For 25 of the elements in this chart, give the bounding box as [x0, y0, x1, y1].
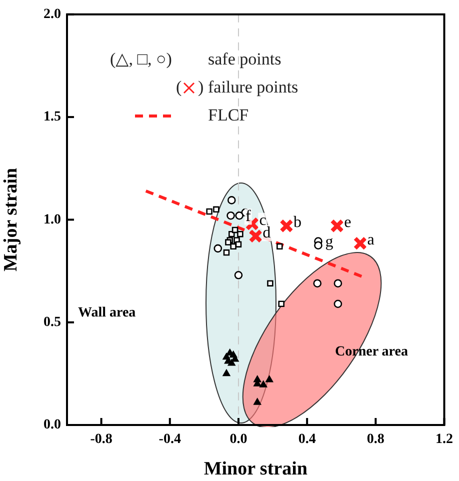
annotation: e — [344, 214, 352, 232]
x-tick-label: -0.4 — [158, 432, 181, 448]
x-tick-label: 0.0 — [230, 432, 248, 448]
y-tick-label: 1.5 — [44, 110, 61, 125]
legend-label: FLCF — [208, 105, 249, 124]
y-axis-title: Major strain — [0, 167, 22, 272]
annotation: a — [367, 232, 374, 249]
x-tick-label: -0.8 — [90, 432, 112, 448]
y-tick-label: 1.0 — [44, 212, 61, 228]
y-tick-label: 2.0 — [44, 7, 61, 22]
legend-label: failure points — [208, 77, 298, 96]
y-tick-label: 0.0 — [44, 418, 61, 433]
annotation: ( ) — [176, 77, 204, 96]
annotation: d — [262, 224, 271, 242]
annotation: Wall area — [78, 306, 136, 321]
x-tick-label: 0.4 — [298, 432, 316, 448]
annotation: g — [325, 234, 334, 251]
annotation: b — [293, 214, 302, 232]
x-tick-label: 1.2 — [436, 432, 453, 448]
text: (△, □, ○) safe points — [110, 49, 282, 68]
y-tick-label: 0.5 — [44, 314, 61, 330]
annotation: f — [245, 208, 252, 225]
annotation: c — [259, 212, 266, 230]
x-axis-title: Minor strain — [204, 458, 308, 480]
x-tick-label: 0.8 — [366, 432, 384, 448]
